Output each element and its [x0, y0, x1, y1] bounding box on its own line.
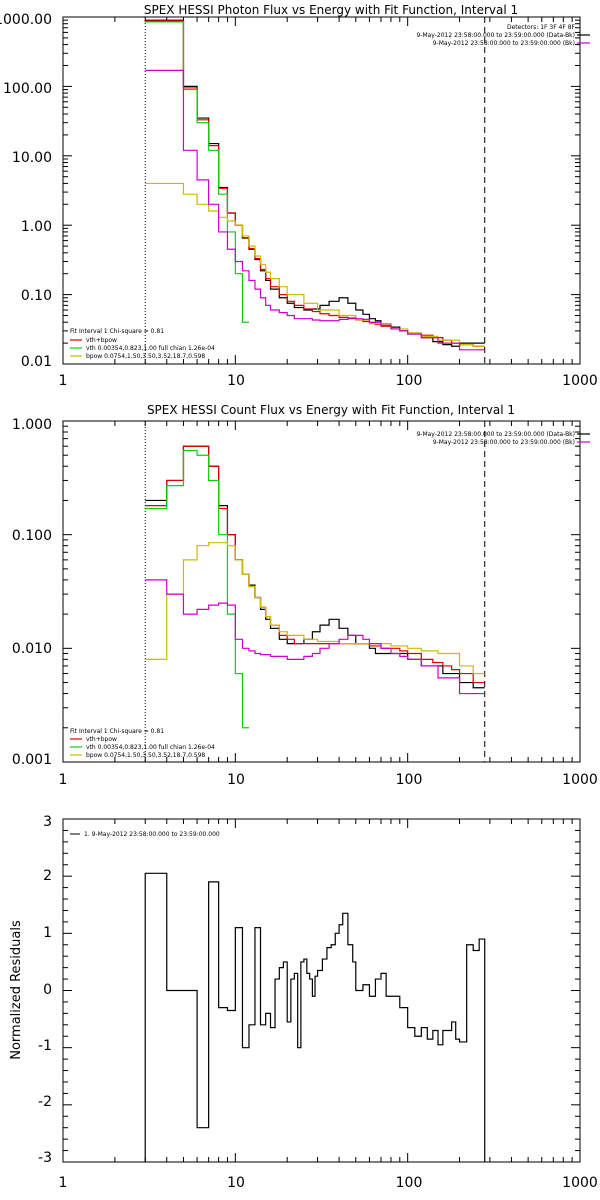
x-tick-label: 1000 — [562, 772, 598, 788]
y-tick-label: 10.00 — [12, 150, 52, 166]
series-vth-line — [145, 21, 249, 323]
x-tick-label: 1 — [59, 1175, 68, 1191]
count-flux-y-tick-labels: 1.000 0.100 0.010 0.001 — [12, 417, 52, 768]
residuals-panel: 3 2 1 0 -1 -2 -3 1 10 100 1000 Normalize… — [9, 814, 598, 1191]
series-background-line — [145, 69, 485, 351]
y-tick-label: 1000.00 — [0, 12, 52, 28]
y-tick-label: 0.01 — [21, 354, 52, 370]
x-tick-label: 100 — [396, 373, 423, 389]
x-tick-label: 10 — [227, 373, 245, 389]
x-tick-label: 10 — [227, 772, 245, 788]
y-tick-label: -1 — [38, 1038, 52, 1054]
x-tick-label: 10 — [227, 1175, 245, 1191]
photon-flux-panel: SPEX HESSI Photon Flux vs Energy with Fi… — [0, 3, 598, 389]
residuals-legend-entry: 1. 9-May-2012 23:58:00.000 to 23:59:00.0… — [84, 831, 220, 838]
plot-area-1 — [62, 16, 581, 365]
count-flux-title: SPEX HESSI Count Flux vs Energy with Fit… — [147, 403, 515, 417]
y-tick-label: 0.10 — [21, 288, 52, 304]
photon-flux-y-tick-labels: 1000.00 100.00 10.00 1.00 0.10 0.01 — [0, 12, 52, 370]
series-total-line — [145, 445, 485, 684]
fit-line: Fit Interval 1 Chi-square = 0.81 — [70, 728, 164, 735]
y-tick-label: 1 — [43, 925, 52, 941]
residuals-y-tick-labels: 3 2 1 0 -1 -2 -3 — [38, 814, 52, 1166]
fit-line: vth+bpow — [86, 736, 117, 743]
fit-line: vth 0.00354,0.823,1.00 full chian 1.26e-… — [86, 744, 215, 751]
info-line: 9-May-2012 23:58:00.000 to 23:59:00.000 … — [433, 439, 575, 446]
series-bpow-line — [145, 542, 485, 675]
x-tick-label: 1000 — [562, 1175, 598, 1191]
info-line: 9-May-2012 23:58:00.000 to 23:59:00.000 … — [416, 431, 575, 438]
photon-flux-x-tick-labels: 1 10 100 1000 — [59, 373, 598, 389]
fit-line: Fit Interval 1 Chi-square = 0.81 — [70, 328, 164, 335]
y-tick-label: 1.000 — [12, 417, 52, 433]
residuals-x-tick-labels: 1 10 100 1000 — [59, 1175, 598, 1191]
x-tick-label: 1 — [59, 373, 68, 389]
y-tick-label: 0 — [43, 982, 52, 998]
count-flux-panel: SPEX HESSI Count Flux vs Energy with Fit… — [12, 403, 598, 788]
photon-flux-title: SPEX HESSI Photon Flux vs Energy with Fi… — [144, 3, 518, 17]
x-tick-label: 100 — [396, 1175, 423, 1191]
y-tick-label: 3 — [43, 814, 52, 830]
plot-area-2 — [62, 420, 581, 763]
count-flux-x-tick-labels: 1 10 100 1000 — [59, 772, 598, 788]
info-line: 9-May-2012 23:58:00.000 to 23:59:00.000 … — [416, 32, 575, 39]
y-tick-label: 1.00 — [21, 219, 52, 235]
axes-frame — [62, 420, 581, 763]
y-tick-label: 0.001 — [12, 752, 52, 768]
info-line: Detectors: 1F 3F 4F 8F — [507, 24, 576, 31]
y-tick-label: 100.00 — [3, 81, 52, 97]
plot-area-3 — [62, 818, 581, 1163]
y-tick-label: -3 — [38, 1150, 52, 1166]
axes-frame — [62, 16, 581, 365]
y-tick-label: 0.010 — [12, 641, 52, 657]
y-tick-label: 0.100 — [12, 528, 52, 544]
series-data-line — [144, 872, 486, 1162]
residuals-y-axis-label: Normalized Residuals — [9, 920, 24, 1060]
x-tick-label: 1000 — [562, 373, 598, 389]
fit-line: vth+bpow — [86, 337, 117, 344]
info-line: 9-May-2012 23:58:00.000 to 23:59:00.000 … — [433, 40, 575, 47]
series-vth-line — [145, 449, 249, 729]
x-tick-label: 1 — [59, 772, 68, 788]
y-tick-label: 2 — [43, 868, 52, 884]
y-tick-label: -2 — [38, 1094, 52, 1110]
series-background-line — [145, 579, 485, 695]
fit-line: vth 0.00354,0.823,1.00 full chian 1.26e-… — [86, 345, 215, 352]
x-tick-label: 100 — [396, 772, 423, 788]
fit-line: bpow 0.0754,1.50,3.50,3.52,18.7,0.598 — [86, 752, 205, 759]
